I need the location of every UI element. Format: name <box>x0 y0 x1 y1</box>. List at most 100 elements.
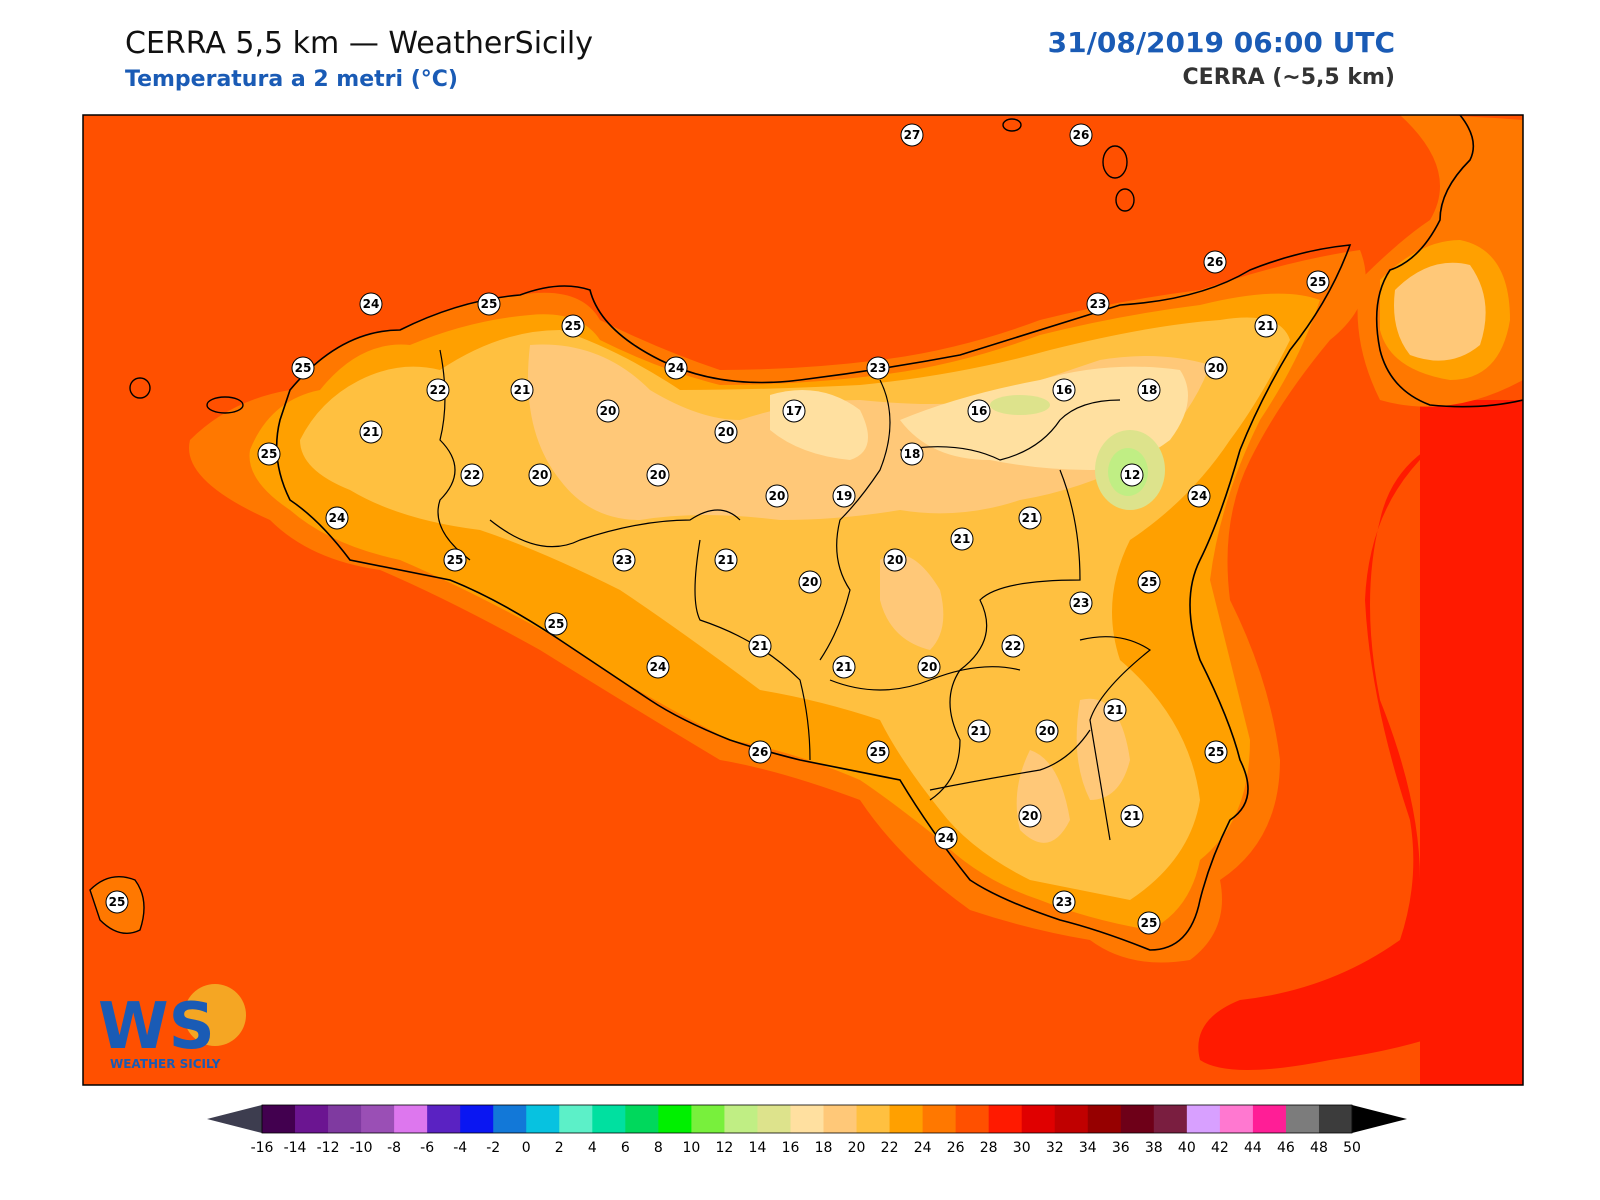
station-circle <box>900 123 924 147</box>
calabria-coastline <box>1375 115 1523 408</box>
weather-sicily-logo: WS WEATHER SICILY <box>98 984 246 1071</box>
station-circle <box>967 719 991 743</box>
station-value: 22 <box>430 383 447 397</box>
colorbar-swatch <box>658 1105 692 1133</box>
station-circle <box>765 484 789 508</box>
station-value: 21 <box>718 553 735 567</box>
station-circle <box>544 612 568 636</box>
station-value: 24 <box>363 297 380 311</box>
station-circle <box>426 378 450 402</box>
station-value: 25 <box>447 553 464 567</box>
colorbar-under-arrow <box>207 1105 262 1133</box>
province-boundary <box>929 729 1091 791</box>
colorbar-tick-label: 46 <box>1277 1140 1295 1156</box>
station-value: 25 <box>870 745 887 759</box>
colorbar-tick-label: 50 <box>1343 1140 1361 1156</box>
station-circle <box>782 399 806 423</box>
station-marker: 24 <box>359 292 383 316</box>
logo-sun-icon <box>184 984 246 1046</box>
forecast-datetime: 31/08/2019 06:00 UTC <box>1047 26 1395 59</box>
station-value: 24 <box>329 511 346 525</box>
station-circle <box>1018 804 1042 828</box>
station-marker: 25 <box>544 612 568 636</box>
colorbar-tick-label: -12 <box>317 1140 340 1156</box>
colorbar-swatch <box>559 1105 593 1133</box>
station-marker: 20 <box>798 570 822 594</box>
station-circle <box>257 442 281 466</box>
station-marker: 20 <box>528 463 552 487</box>
colorbar-swatch <box>889 1105 924 1133</box>
marettimo-island <box>129 377 151 399</box>
station-marker: 20 <box>646 463 670 487</box>
station-circle <box>646 463 670 487</box>
lipari-island <box>1102 145 1128 179</box>
colorbar-tick-label: 10 <box>682 1140 700 1156</box>
station-marker: 20 <box>917 655 941 679</box>
colorbar-tick-label: -8 <box>387 1140 401 1156</box>
colorbar-tick-label: -2 <box>486 1140 500 1156</box>
colorbar-swatch <box>757 1105 791 1133</box>
station-marker: 25 <box>257 442 281 466</box>
station-marker: 12 <box>1120 463 1144 487</box>
station-value: 12 <box>1124 468 1141 482</box>
station-value: 21 <box>1124 809 1141 823</box>
station-marker: 20 <box>714 420 738 444</box>
logo-letters: WS <box>98 990 215 1064</box>
station-value: 27 <box>904 128 921 142</box>
station-circle <box>1306 270 1330 294</box>
station-circle <box>883 548 907 572</box>
station-circle <box>1103 698 1127 722</box>
station-circle <box>866 356 890 380</box>
vulcano-island <box>1115 188 1135 212</box>
station-value: 23 <box>1056 895 1073 909</box>
station-labels: 27 26 26 25 23 21 20 24 25 25 25 22 21 24 23 16 18 20 17 16… <box>105 123 1330 935</box>
colorbar-swatch <box>295 1105 329 1133</box>
station-value: 20 <box>1039 724 1056 738</box>
station-circle <box>832 655 856 679</box>
station-circle <box>1254 314 1278 338</box>
station-marker: 24 <box>664 356 688 380</box>
station-circle <box>1204 740 1228 764</box>
station-marker: 24 <box>646 655 670 679</box>
station-marker: 20 <box>1204 356 1228 380</box>
colorbar-tick-label: 8 <box>654 1140 663 1156</box>
station-value: 21 <box>836 660 853 674</box>
colorbar-swatch <box>1021 1105 1056 1133</box>
station-circle <box>967 399 991 423</box>
colorbar-tick-label: 34 <box>1079 1140 1097 1156</box>
station-value: 21 <box>363 425 380 439</box>
station-circle <box>1137 378 1161 402</box>
station-marker: 22 <box>460 463 484 487</box>
station-value: 22 <box>464 468 481 482</box>
station-circle <box>917 655 941 679</box>
station-value: 23 <box>616 553 633 567</box>
colorbar-swatch <box>1087 1105 1122 1133</box>
station-value: 20 <box>718 425 735 439</box>
station-marker: 25 <box>105 890 129 914</box>
station-marker: 21 <box>1018 506 1042 530</box>
station-value: 25 <box>1141 916 1158 930</box>
colorbar-tick-label: 40 <box>1178 1140 1196 1156</box>
station-circle <box>646 655 670 679</box>
station-value: 19 <box>836 489 853 503</box>
station-marker: 26 <box>1069 123 1093 147</box>
station-value: 20 <box>600 404 617 418</box>
station-marker: 27 <box>900 123 924 147</box>
station-marker: 21 <box>1120 804 1144 828</box>
colorbar-swatch <box>427 1105 461 1133</box>
colorbar-tick-label: 16 <box>782 1140 800 1156</box>
station-circle <box>1018 506 1042 530</box>
logo-text: WEATHER SICILY <box>110 1057 221 1071</box>
station-marker: 21 <box>950 527 974 551</box>
station-circle <box>1001 634 1025 658</box>
temp-band-20-center <box>880 554 944 650</box>
colorbar-tick-label: 28 <box>980 1140 998 1156</box>
station-marker: 18 <box>1137 378 1161 402</box>
colorbar-swatch <box>262 1105 296 1133</box>
colorbar-tick-label: -14 <box>284 1140 307 1156</box>
station-marker: 26 <box>1203 250 1227 274</box>
station-value: 26 <box>1207 255 1224 269</box>
station-value: 25 <box>295 361 312 375</box>
station-circle <box>832 484 856 508</box>
